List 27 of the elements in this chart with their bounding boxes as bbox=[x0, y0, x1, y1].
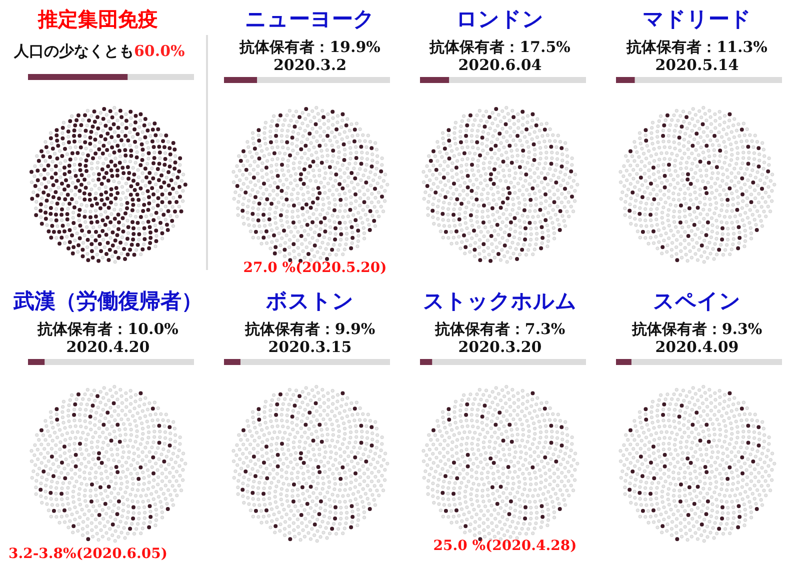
text: 推定集団免疫 bbox=[37, 7, 158, 31]
text: ロンドン bbox=[456, 6, 544, 31]
data-label: 抗体保有者：19.9% bbox=[238, 38, 380, 56]
text: 人口の少なくとも bbox=[13, 42, 134, 60]
text: 2020.4.20 bbox=[66, 338, 150, 356]
data-label: 抗体保有者：17.5% bbox=[428, 38, 570, 56]
text: 3.2-3.8%(2020.6.05) bbox=[8, 546, 168, 562]
text: 武漢（労働復帰者） bbox=[12, 288, 202, 313]
text: 2020.4.09 bbox=[655, 338, 739, 356]
text: 2020.3.2 bbox=[273, 56, 347, 74]
text: ニューヨーク bbox=[245, 6, 375, 31]
data-label: 抗体保有者：9.3% bbox=[630, 320, 762, 338]
text: マドリード bbox=[642, 6, 752, 31]
text: 2020.3.15 bbox=[268, 338, 352, 356]
data-label: 抗体保有者：10.0% bbox=[36, 320, 178, 338]
text: スペイン bbox=[653, 288, 741, 313]
text: 25.0 %(2020.4.28) bbox=[433, 538, 577, 554]
text: 2020.3.20 bbox=[458, 338, 542, 356]
data-label: 抗体保有者：7.3% bbox=[434, 320, 566, 338]
data-label: 60.0% bbox=[134, 42, 185, 60]
data-label: 抗体保有者：9.9% bbox=[244, 320, 376, 338]
text: ボストン bbox=[265, 288, 354, 313]
text: ストックホルム bbox=[423, 288, 577, 313]
text: 2020.5.14 bbox=[655, 56, 739, 74]
text: 27.0 %(2020.5.20) bbox=[243, 260, 387, 276]
data-label: 抗体保有者：11.3% bbox=[626, 38, 768, 56]
text: 2020.6.04 bbox=[458, 56, 542, 74]
